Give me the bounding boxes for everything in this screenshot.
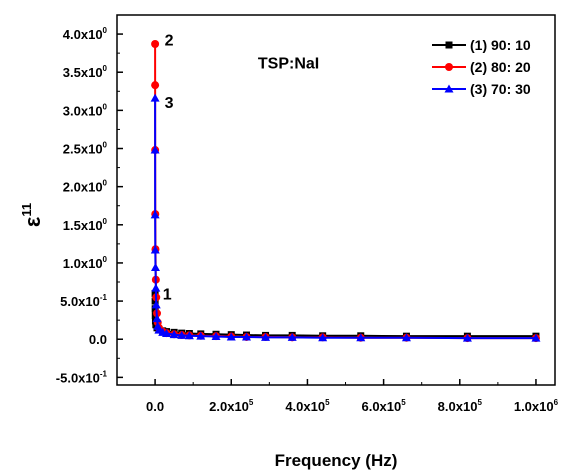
y-tick-label-sup-4: 0 [103,217,108,226]
y-axis-title-sup: 11 [19,203,34,217]
y-tick-label-0: -5.0x10-1 [56,369,108,385]
series-3-point-23 [401,333,411,342]
series-3-point-3 [150,245,160,254]
series-2-point-1 [151,81,160,90]
y-tick-label-3: 1.0x100 [63,255,108,271]
series-2-point-0 [151,39,160,48]
series-3-point-17 [226,332,236,341]
annotation-1: 2 [165,33,174,50]
y-tick-label-sup-0: -1 [100,369,108,378]
series-3-point-13 [177,330,187,339]
series-3-line [154,98,536,340]
y-tick-label-4: 1.5x100 [63,217,108,233]
series-layer [150,39,541,343]
series-1 [151,289,540,340]
y-tick-label-base-6: 2.5x10 [63,142,103,157]
series-3-point-21 [318,333,328,342]
series-1-point-2 [151,305,159,313]
series-3-point-18 [241,332,251,341]
series-3-point-4 [150,263,160,272]
y-axis-title-main: ε [20,216,45,227]
x-tick-label-sup-3: 5 [401,398,406,407]
series-3-point-5 [151,283,161,292]
series-3-point-25 [531,333,541,342]
x-tick-label-base-1: 2.0x10 [209,399,249,414]
y-tick-label-sup-6: 0 [103,141,108,150]
series-3-point-6 [151,300,161,309]
legend-marker-1 [445,41,453,49]
y-tick-label-sup-9: 0 [103,26,108,35]
x-tick-label-4: 8.0x105 [438,398,483,414]
annotation-3: 1 [163,287,172,304]
y-tick-label-1: 0.0 [89,332,107,347]
y-tick-label-5: 2.0x100 [63,179,108,195]
legend-marker-2 [445,63,453,71]
y-tick-label-base-8: 3.5x10 [63,65,103,80]
annotation-0: TSP:NaI [258,55,319,72]
series-3-point-20 [287,332,297,341]
x-tick-label-base-5: 1.0x10 [514,399,554,414]
y-tick-label-sup-8: 0 [103,64,108,73]
legend-label-1: (1) 90: 10 [470,37,531,53]
y-axis-title: ε11 [19,203,45,227]
axes: 0.0 2.0x105 4.0x105 6.0x105 8.0x105 1.0x106-5… [56,14,559,414]
y-tick-label-base-3: 1.0x10 [63,256,103,271]
plot-frame [116,14,556,386]
y-tick-label-base-1: 0.0 [89,332,107,347]
series-3 [150,93,541,342]
y-tick-label-base-7: 3.0x10 [63,103,103,118]
y-tick-label-sup-5: 0 [103,179,108,188]
x-tick-label-sup-1: 5 [249,398,254,407]
series-3-point-11 [162,329,172,338]
x-tick-label-base-2: 4.0x10 [285,399,325,414]
series-1-line [154,293,536,338]
x-tick-label-0: 0.0 [146,399,164,414]
x-tick-label-base-0: 0.0 [146,399,164,414]
series-3-point-22 [356,333,366,342]
x-tick-label-sup-5: 6 [554,398,559,407]
annotations: TSP:NaI 2 3 1 [163,33,320,304]
x-tick-label-2: 4.0x105 [285,398,330,414]
series-3-point-15 [196,331,206,340]
series-3-point-1 [150,145,160,154]
series-3-point-2 [150,210,160,219]
y-tick-label-sup-2: -1 [100,293,108,302]
y-tick-label-6: 2.5x100 [63,141,108,157]
y-tick-label-9: 4.0x100 [63,26,108,42]
y-tick-label-sup-3: 0 [103,255,108,264]
y-tick-label-base-9: 4.0x10 [63,27,103,42]
legend-label-2: (2) 80: 20 [470,59,531,75]
legend: (1) 90: 10 (2) 80: 20 (3) 70: 30 [432,37,531,97]
series-3-point-0 [150,93,160,102]
legend-item-1: (1) 90: 10 [432,37,531,53]
legend-label-3: (3) 70: 30 [470,81,531,97]
x-tick-label-sup-2: 5 [325,398,330,407]
annotation-2: 3 [165,95,174,112]
y-tick-label-8: 3.5x100 [63,64,108,80]
y-tick-label-7: 3.0x100 [63,102,108,118]
legend-marker-3 [444,84,454,93]
y-tick-label-sup-7: 0 [103,102,108,111]
series-3-point-24 [462,333,472,342]
x-tick-label-sup-4: 5 [477,398,482,407]
x-axis-title: Frequency (Hz) [275,451,398,470]
y-tick-label-2: 5.0x10-1 [60,293,107,309]
x-tick-label-1: 2.0x105 [209,398,254,414]
y-tick-label-base-2: 5.0x10 [60,294,100,309]
x-tick-label-base-4: 8.0x10 [438,399,478,414]
series-3-point-7 [152,314,162,323]
series-3-point-12 [169,330,179,339]
y-tick-label-base-0: -5.0x10 [56,370,100,385]
x-tick-label-base-3: 6.0x10 [361,399,401,414]
legend-item-3: (3) 70: 30 [432,81,531,97]
series-3-point-14 [184,331,194,340]
series-3-point-16 [211,332,221,341]
x-tick-label-5: 1.0x106 [514,398,559,414]
x-tick-label-3: 6.0x105 [361,398,406,414]
y-tick-label-base-5: 2.0x10 [63,180,103,195]
series-3-point-19 [261,332,271,341]
y-tick-label-base-4: 1.5x10 [63,218,103,233]
legend-item-2: (2) 80: 20 [432,59,531,75]
